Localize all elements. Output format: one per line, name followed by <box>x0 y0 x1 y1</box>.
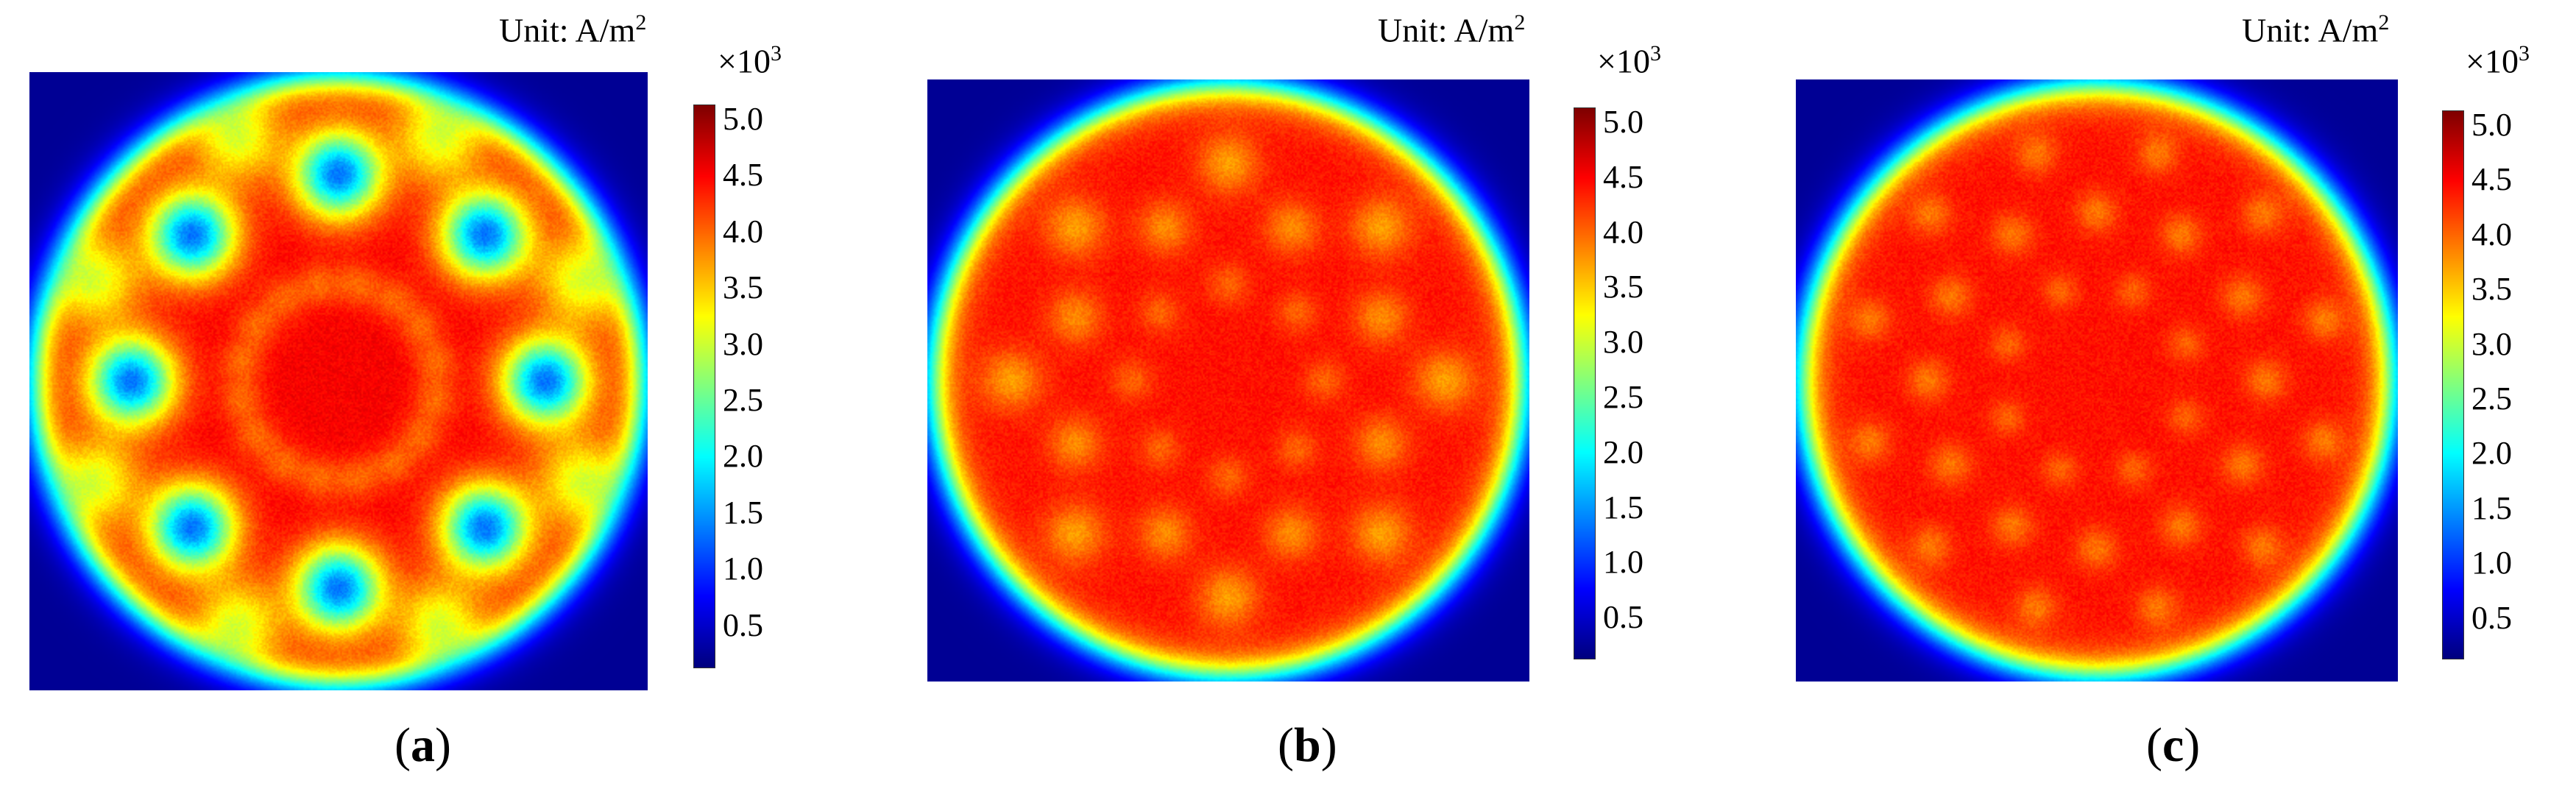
colorbar-tick-label: 4.0 <box>723 213 763 249</box>
unit-label-c: Unit: A/m2 <box>2242 10 2390 49</box>
colorbar-tick-label: 1.5 <box>1603 489 1643 525</box>
colorbar-tick-label: 0.5 <box>2471 599 2512 636</box>
colorbar-ticks-c: 5.0 4.5 4.0 3.5 3.0 2.5 2.0 1.5 1.0 0.5 <box>2471 107 2560 658</box>
colorbar-tick-label: 3.0 <box>723 325 763 362</box>
caption-a: (a) <box>394 718 451 772</box>
colorbar-a <box>693 105 715 668</box>
heatmap-b <box>927 79 1529 682</box>
caption-b: (b) <box>1278 718 1337 772</box>
colorbar-tick-label: 1.0 <box>1603 544 1643 581</box>
colorbar-tick-label: 1.5 <box>723 494 763 531</box>
heatmap-a <box>29 72 648 690</box>
colorbar-ticks-a: 5.0 4.5 4.0 3.5 3.0 2.5 2.0 1.5 1.0 0.5 <box>723 101 811 667</box>
colorbar-tick-label: 0.5 <box>723 606 763 643</box>
caption-c: (c) <box>2146 718 2201 772</box>
colorbar-tick-label: 2.0 <box>2471 435 2512 472</box>
colorbar-tick-label: 4.5 <box>1603 158 1643 195</box>
colorbar-tick-label: 3.5 <box>1603 269 1643 305</box>
colorbar-tick-label: 3.5 <box>2471 271 2512 308</box>
colorbar-tick-label: 1.0 <box>2471 545 2512 581</box>
colorbar-b <box>1574 107 1596 659</box>
colorbar-c <box>2442 110 2464 659</box>
colorbar-tick-label: 4.5 <box>723 157 763 194</box>
colorbar-tick-label: 5.0 <box>2471 107 2512 143</box>
panel-c: Unit: A/m2 ×103 5.0 4.5 4.0 3.5 3.0 2.5 2.0 1.5… <box>1716 0 2575 800</box>
colorbar-tick-label: 2.0 <box>1603 433 1643 470</box>
colorbar-multiplier-a: ×103 <box>718 41 782 80</box>
panel-b: Unit: A/m2 ×103 5.0 4.5 4.0 3.5 3.0 2.5 2.0 1.5… <box>858 0 1716 800</box>
colorbar-tick-label: 3.0 <box>2471 325 2512 362</box>
colorbar-multiplier-c: ×103 <box>2466 41 2530 80</box>
colorbar-multiplier-b: ×103 <box>1597 41 1661 80</box>
colorbar-tick-label: 2.5 <box>1603 379 1643 415</box>
heatmap-c <box>1796 79 2398 682</box>
colorbar-tick-label: 3.5 <box>723 269 763 306</box>
panel-a: Unit: A/m2 ×103 5.0 4.5 4.0 3.5 3.0 2.5 2.0 1.5… <box>0 0 858 800</box>
unit-label-a: Unit: A/m2 <box>499 10 647 49</box>
colorbar-tick-label: 2.0 <box>723 438 763 475</box>
colorbar-tick-label: 2.5 <box>723 382 763 418</box>
colorbar-tick-label: 5.0 <box>1603 104 1643 140</box>
colorbar-tick-label: 0.5 <box>1603 599 1643 636</box>
colorbar-tick-label: 4.5 <box>2471 161 2512 198</box>
colorbar-tick-label: 2.5 <box>2471 380 2512 417</box>
colorbar-tick-label: 4.0 <box>2471 216 2512 252</box>
colorbar-ticks-b: 5.0 4.5 4.0 3.5 3.0 2.5 2.0 1.5 1.0 0.5 <box>1603 104 1691 658</box>
unit-label-b: Unit: A/m2 <box>1378 10 1526 49</box>
colorbar-tick-label: 1.5 <box>2471 489 2512 526</box>
colorbar-tick-label: 4.0 <box>1603 213 1643 250</box>
colorbar-tick-label: 3.0 <box>1603 324 1643 361</box>
colorbar-tick-label: 5.0 <box>723 101 763 137</box>
colorbar-tick-label: 1.0 <box>723 551 763 587</box>
